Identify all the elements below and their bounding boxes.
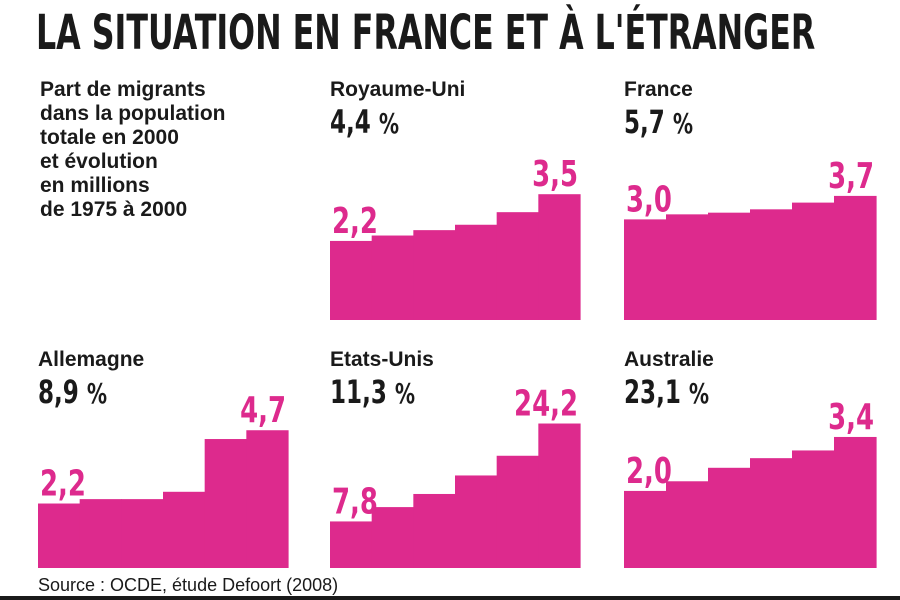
bar	[121, 499, 164, 568]
first-value-label: 2,2	[332, 201, 378, 242]
bar	[413, 230, 456, 320]
bar	[455, 224, 498, 320]
bar	[750, 458, 793, 568]
page-title: LA SITUATION EN FRANCE ET À L'ÉTRANGER	[36, 5, 816, 61]
bar	[666, 214, 709, 320]
bar	[496, 212, 539, 320]
bar	[330, 240, 373, 320]
source-note: Source : OCDE, étude Defoort (2008)	[38, 575, 339, 595]
bar	[455, 475, 498, 568]
bar	[792, 202, 835, 320]
bar	[624, 219, 667, 320]
bottom-rule	[0, 596, 900, 600]
bar	[79, 499, 122, 568]
chart-allemagne: 2,2 4,7	[38, 390, 289, 568]
first-value-label: 2,2	[40, 463, 86, 504]
country-name: Royaume-Uni	[330, 78, 466, 101]
country-name: Allemagne	[38, 348, 145, 371]
bar	[708, 467, 751, 568]
bar	[538, 423, 581, 568]
share-value: 8,9 %	[38, 373, 108, 411]
bar	[538, 194, 581, 320]
bar	[834, 195, 877, 320]
bar	[204, 439, 247, 568]
share-value: 23,1 %	[624, 373, 710, 411]
first-value-label: 2,0	[626, 451, 672, 492]
share-value: 4,4 %	[330, 103, 400, 141]
bar	[666, 481, 709, 568]
country-name: Etats-Unis	[330, 348, 434, 371]
bar	[371, 507, 414, 568]
last-value-label: 3,5	[532, 154, 578, 195]
bar	[246, 430, 289, 568]
chart-australie: 2,0 3,4	[624, 397, 877, 568]
last-value-label: 3,7	[828, 156, 874, 197]
first-value-label: 3,0	[626, 179, 672, 220]
bar	[413, 493, 456, 568]
bar	[708, 212, 751, 320]
bar	[624, 490, 667, 568]
intro-text: Part de migrants dans la population tota…	[40, 78, 226, 221]
share-value: 11,3 %	[330, 373, 416, 411]
bar	[163, 491, 206, 568]
share-value: 5,7 %	[624, 103, 694, 141]
chart-royaume-uni: 2,2 3,5	[330, 154, 581, 320]
chart-etats-unis: 7,8 24,2	[330, 383, 581, 568]
country-name: France	[624, 78, 693, 101]
bar	[834, 436, 877, 568]
last-value-label: 4,7	[240, 390, 286, 431]
last-value-label: 3,4	[828, 397, 874, 438]
bar	[792, 450, 835, 568]
bar	[750, 209, 793, 320]
bar	[371, 235, 414, 320]
bar	[38, 503, 81, 568]
first-value-label: 7,8	[332, 481, 378, 522]
bar	[330, 521, 373, 568]
chart-france: 3,0 3,7	[624, 156, 877, 320]
last-value-label: 24,2	[514, 383, 578, 424]
bar	[496, 455, 539, 568]
country-name: Australie	[624, 348, 714, 371]
